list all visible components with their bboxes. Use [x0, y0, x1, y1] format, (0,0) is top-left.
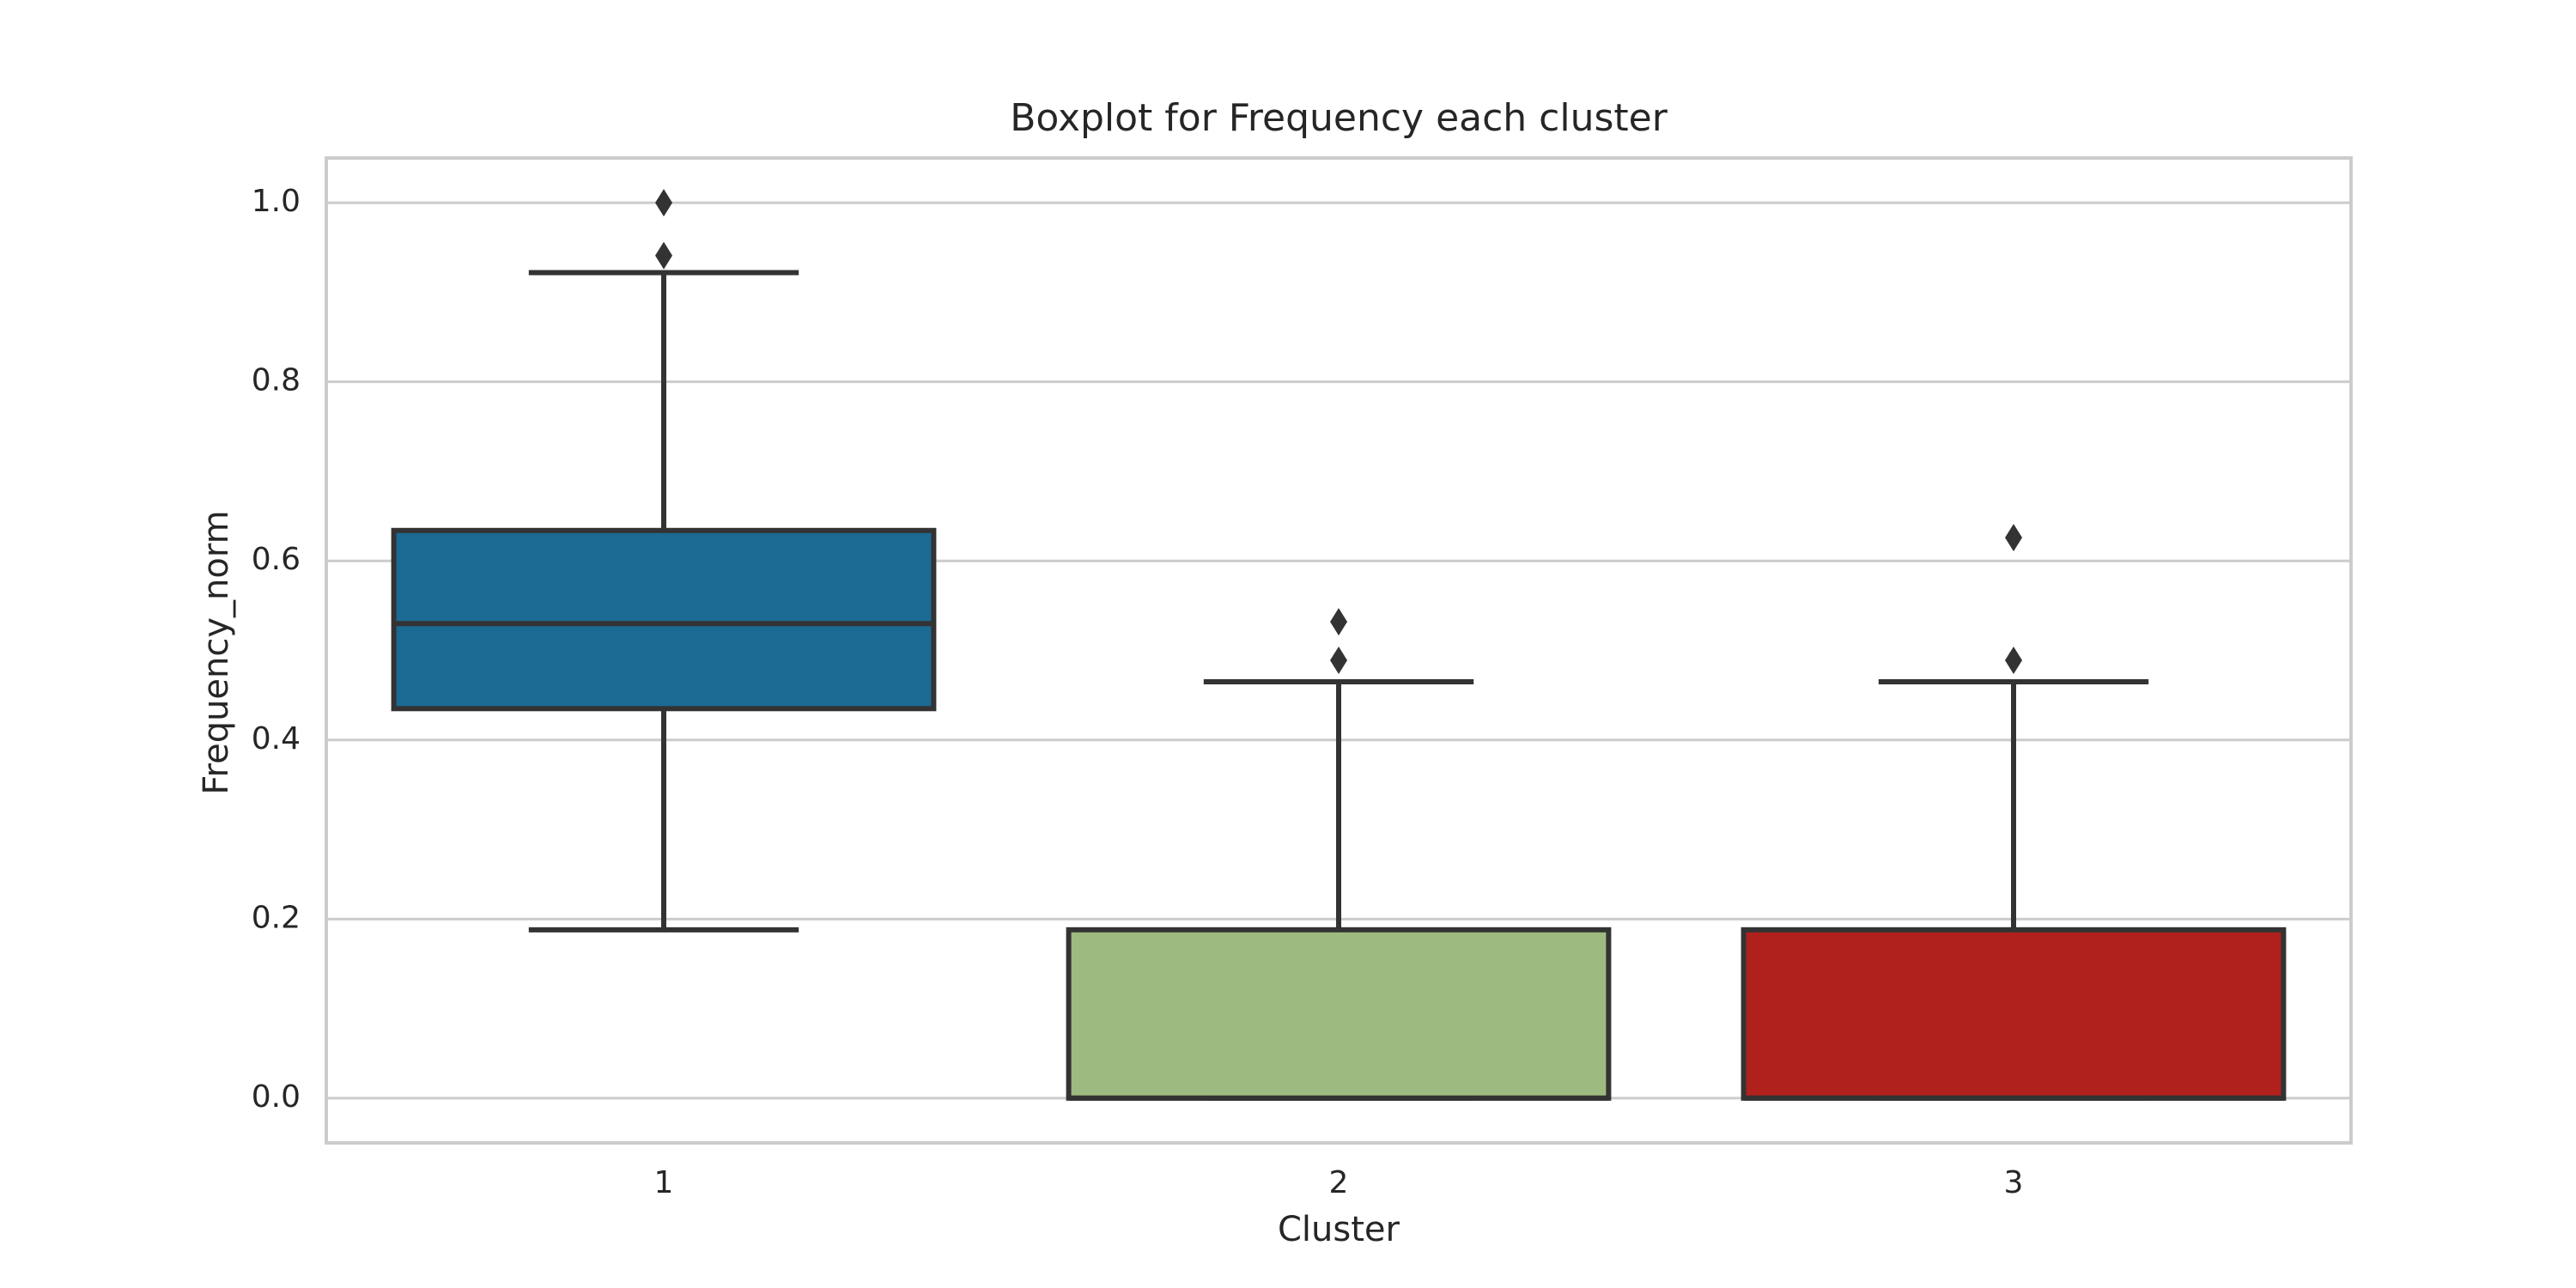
- plot-frame: [325, 156, 2353, 1145]
- x-axis-label: Cluster: [1278, 1210, 1400, 1249]
- box: [1066, 927, 1612, 1101]
- y-tick-label: 0.0: [252, 1079, 301, 1115]
- outlier: [1330, 608, 1347, 636]
- box: [391, 527, 937, 712]
- x-tick-label: 3: [2004, 1165, 2024, 1200]
- outlier: [2005, 646, 2022, 674]
- x-tick-label: 1: [654, 1165, 674, 1200]
- y-tick-label: 1.0: [252, 184, 301, 219]
- y-tick-label: 0.6: [252, 542, 301, 577]
- outlier: [2005, 524, 2022, 552]
- y-tick-label: 0.8: [252, 363, 301, 398]
- outlier: [655, 189, 672, 217]
- box: [1741, 927, 2287, 1101]
- chart-title: Boxplot for Frequency each cluster: [1010, 96, 1668, 140]
- outlier: [1330, 646, 1347, 674]
- y-axis-label: Frequency_norm: [197, 510, 236, 794]
- y-tick-label: 0.4: [252, 721, 301, 756]
- y-tick-label: 0.2: [252, 900, 301, 935]
- outlier: [655, 241, 672, 270]
- x-tick-label: 2: [1329, 1165, 1349, 1200]
